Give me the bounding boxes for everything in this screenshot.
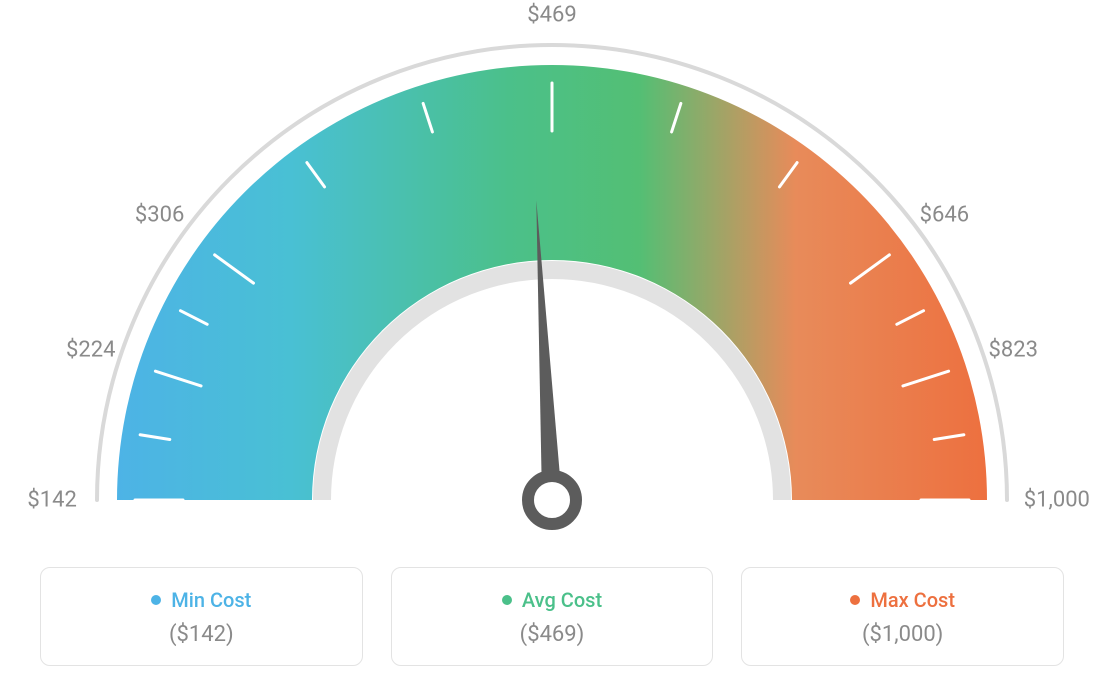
gauge-svg <box>52 20 1052 560</box>
tick-label: $823 <box>989 338 1038 363</box>
legend-head-max: Max Cost <box>850 588 955 612</box>
legend-value-avg: ($469) <box>402 622 703 647</box>
dot-icon <box>850 595 860 605</box>
dot-icon <box>502 595 512 605</box>
tick-label: $142 <box>27 488 76 513</box>
legend-value-min: ($142) <box>51 622 352 647</box>
tick-label: $469 <box>527 3 576 28</box>
tick-label: $1,000 <box>1024 488 1090 513</box>
legend-label: Avg Cost <box>522 588 602 612</box>
tick-label: $646 <box>920 202 969 227</box>
legend-label: Min Cost <box>171 588 251 612</box>
legend-card-max: Max Cost ($1,000) <box>741 567 1064 666</box>
dot-icon <box>151 595 161 605</box>
legend-row: Min Cost ($142) Avg Cost ($469) Max Cost… <box>40 567 1064 666</box>
gauge-area: $142 $224 $306 $469 $646 $823 $1,000 <box>0 0 1104 560</box>
legend-head-min: Min Cost <box>151 588 251 612</box>
legend-card-avg: Avg Cost ($469) <box>391 567 714 666</box>
chart-container: $142 $224 $306 $469 $646 $823 $1,000 Min Cost … <box>0 0 1104 690</box>
legend-card-min: Min Cost ($142) <box>40 567 363 666</box>
legend-value-max: ($1,000) <box>752 622 1053 647</box>
tick-label: $306 <box>135 202 184 227</box>
legend-head-avg: Avg Cost <box>502 588 602 612</box>
tick-label: $224 <box>66 338 115 363</box>
legend-label: Max Cost <box>870 588 955 612</box>
